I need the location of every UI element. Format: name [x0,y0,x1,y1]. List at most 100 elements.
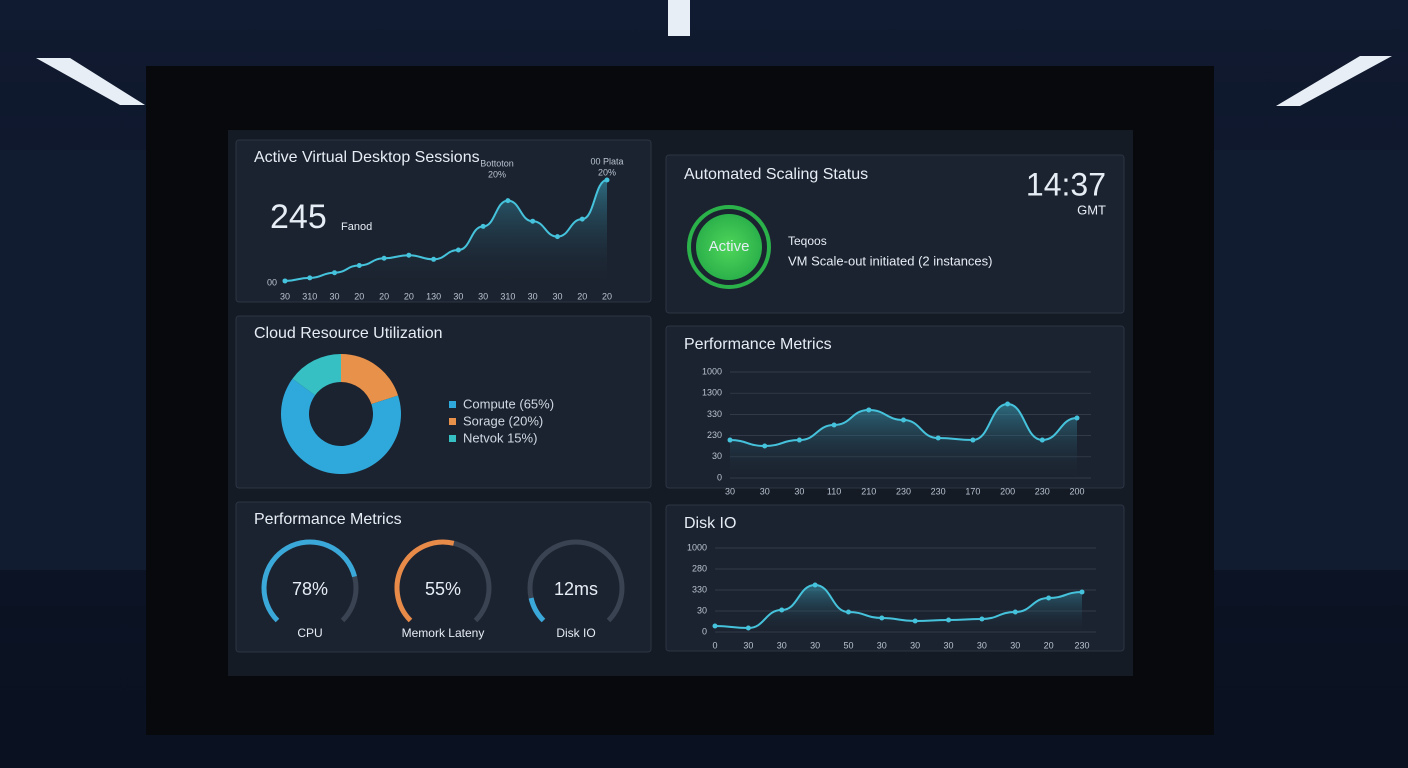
x-tick-label: 50 [843,640,853,650]
x-tick-label: 200 [1000,486,1015,496]
y-tick-label: 280 [692,563,707,573]
x-tick-label: 20 [379,291,389,301]
x-tick-label: 30 [810,640,820,650]
x-tick-label: 170 [965,486,980,496]
line-point [1005,401,1011,407]
line-point [762,443,768,449]
line-point [381,255,387,261]
clock-zone: GMT [1077,202,1106,217]
line-point [712,623,718,629]
line-point [901,417,906,423]
x-tick-label: 30 [725,486,735,496]
x-tick-label: 310 [302,291,317,301]
x-tick-label: 310 [500,291,515,301]
line-point [866,407,872,413]
y-tick-label: 0 [717,472,722,482]
x-tick-label: 230 [1074,640,1089,650]
line-point [406,252,412,258]
legend-swatch [449,401,456,408]
x-tick-label: 110 [827,486,841,496]
line-point [1039,437,1045,443]
line-area [285,180,607,283]
line-point [282,278,288,284]
line-point [812,582,818,588]
line [714,583,1083,629]
line-point [307,275,313,281]
line-point [332,270,338,276]
y-tick-label: 30 [697,605,707,615]
x-tick-label: 130 [426,291,441,301]
gauges-panel [235,501,652,653]
line-point [745,625,751,631]
line-point [579,216,585,222]
line-point [845,609,851,615]
gauge-label: Memork Lateny [402,626,485,640]
x-tick-label: 30 [944,640,954,650]
donut-segment [292,354,341,396]
line-area [715,584,1082,632]
x-tick-label: 30 [528,291,538,301]
annotation: 00 Plata [590,156,623,166]
line-point [455,247,461,253]
annotation: 20% [598,167,616,177]
ceiling-light [1276,56,1392,106]
x-tick-label: 30 [743,640,753,650]
annotation: Bottoton [480,158,514,168]
line-point [970,437,976,443]
line-point [912,618,918,624]
x-tick-label: 200 [1069,486,1084,496]
line-point [604,177,610,183]
line-point [979,616,985,622]
line-point [1074,415,1080,421]
y-tick-label: 30 [712,451,722,461]
line-point [554,234,560,240]
gauge-label: Disk IO [556,626,595,640]
x-tick-label: 30 [910,640,920,650]
status-message: VM Scale-out initiated (2 instances) [788,253,992,268]
y-tick-label: 1000 [687,542,707,552]
line [284,179,608,282]
server-rack [1214,150,1408,570]
server-rack [0,150,146,570]
x-tick-label: 30 [453,291,463,301]
legend-label: Compute (65%) [463,396,554,411]
legend-label: Sorage (20%) [463,413,543,428]
line-point [1012,609,1018,615]
line-point [796,437,802,443]
ceiling-light [36,58,145,105]
x-tick-label: 230 [1035,486,1050,496]
line-point [505,198,511,204]
line-point [530,218,536,224]
gauge-value: 12ms [554,579,598,599]
y-tick-label: 230 [707,430,722,440]
gauge-track [527,539,625,623]
line-point [831,422,837,428]
panel-title: Performance Metrics [254,511,402,528]
x-tick-label: 0 [712,640,717,650]
donut-segment [281,378,401,474]
line-point [879,615,885,621]
gauge-label: CPU [297,626,322,640]
x-tick-label: 30 [777,640,787,650]
x-tick-label: 30 [977,640,987,650]
y-tick-label: 00 [267,277,277,287]
status-text: Active [709,238,750,255]
line-point [779,607,785,613]
x-tick-label: 210 [861,486,876,496]
line-point [356,262,362,268]
panel-title: Automated Scaling Status [684,166,868,183]
gauge-value: 78% [292,579,328,599]
x-tick-label: 30 [280,291,290,301]
status-ring [687,205,771,289]
x-tick-label: 20 [1044,640,1054,650]
panel-title: Active Virtual Desktop Sessions [254,149,480,166]
panel-title: Disk IO [684,515,736,532]
ceiling-light [668,0,690,36]
panel-title: Performance Metrics [684,336,832,353]
x-tick-label: 30 [760,486,770,496]
x-tick-label: 230 [896,486,911,496]
donut-segment [341,354,399,405]
line-point [935,435,941,441]
annotation: 20% [488,169,506,179]
